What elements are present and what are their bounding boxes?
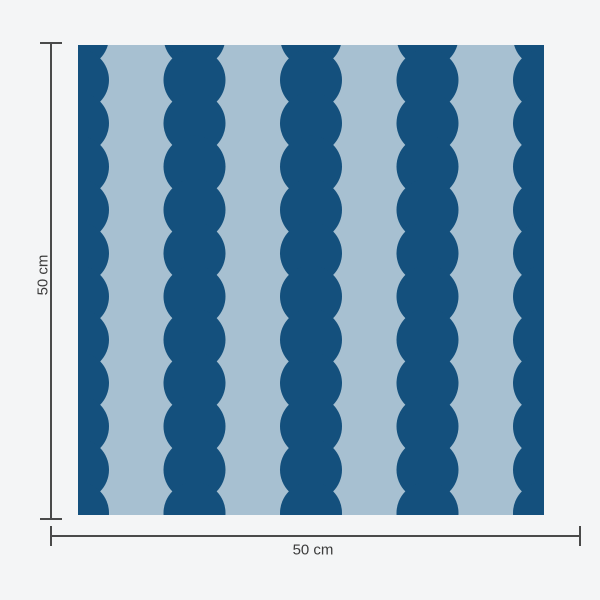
width-dimension-label: 50 cm [292,541,334,559]
width-dimension-line [50,535,581,537]
height-dimension-top-cap [40,42,62,44]
width-dimension-left-cap [50,526,52,546]
width-dimension-right-cap [579,526,581,546]
fabric-swatch [78,45,544,515]
height-dimension-label: 50 cm [34,254,52,296]
swatch-pattern-svg [78,45,544,515]
height-dimension-bottom-cap [40,518,62,520]
height-dimension-line [50,42,52,520]
